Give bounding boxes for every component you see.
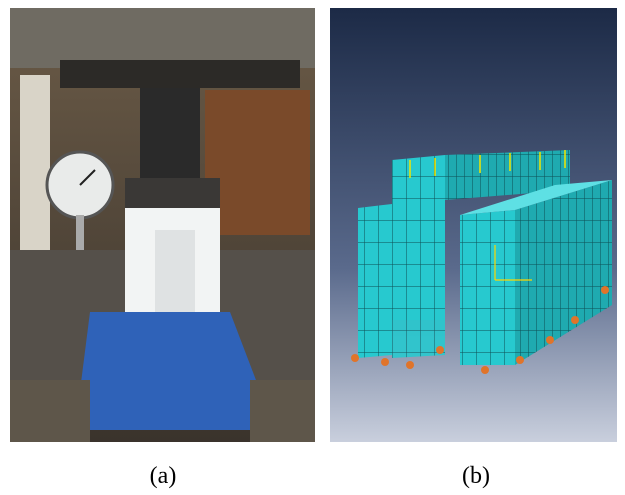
fe-model-b (330, 8, 617, 442)
caption: (b) (462, 463, 490, 489)
caption: (a) (150, 463, 177, 489)
figure-art: (a) (b) (0, 0, 625, 495)
figure: (a) (b) (0, 0, 625, 495)
photo-a (10, 8, 315, 442)
